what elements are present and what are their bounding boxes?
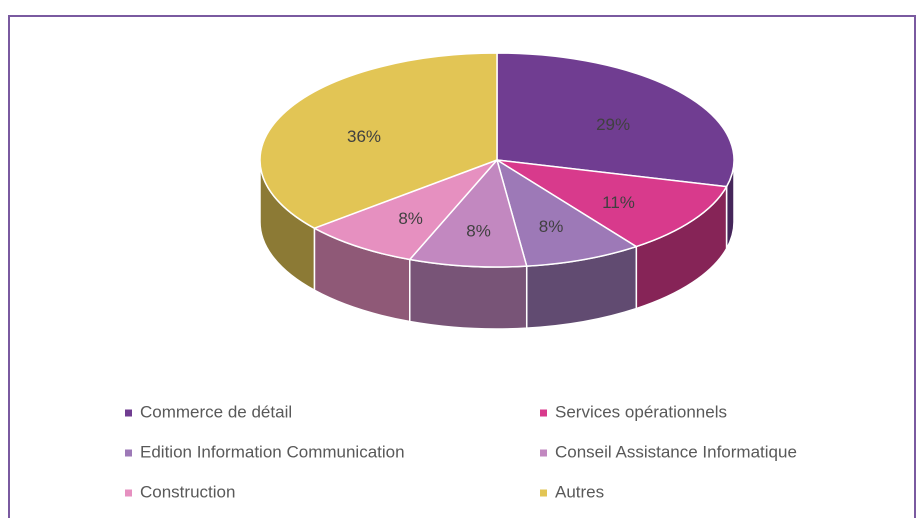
slice — [259, 52, 498, 230]
slice — [496, 159, 728, 248]
slice — [495, 158, 639, 267]
data-label: 11% — [602, 193, 635, 212]
legend-label: Conseil Assistance Informatique — [555, 442, 797, 461]
legend-swatch — [125, 489, 132, 497]
slice-side — [409, 258, 528, 330]
legend-swatch — [540, 449, 547, 457]
legend-label: Autres — [555, 482, 604, 501]
legend-label: Construction — [140, 482, 235, 501]
legend-swatch — [540, 489, 547, 497]
data-label: 29% — [596, 115, 630, 134]
legend-label: Edition Information Communication — [140, 442, 405, 461]
data-label: 36% — [347, 127, 381, 146]
data-label: 8% — [466, 221, 491, 240]
data-label: 8% — [539, 217, 564, 236]
legend-swatch — [125, 449, 132, 457]
legend-label: Services opérationnels — [555, 402, 727, 421]
slice — [312, 159, 498, 261]
data-label: 8% — [398, 209, 423, 228]
slice — [408, 158, 528, 268]
frame — [8, 15, 916, 518]
slice — [496, 52, 735, 188]
legend-swatch — [125, 409, 132, 417]
legend-label: Commerce de détail — [140, 402, 292, 421]
legend-swatch — [540, 409, 547, 417]
